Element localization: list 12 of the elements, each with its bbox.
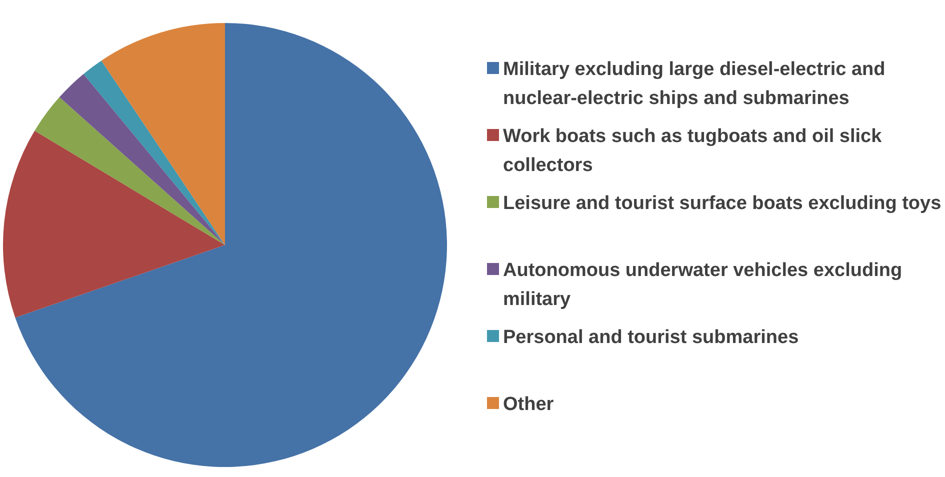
pie-slice bbox=[83, 60, 225, 245]
legend-label: Military excluding large diesel-electric and nuclear-electric ships and submarines bbox=[503, 59, 886, 109]
legend-label: Leisure and tourist surface boats excluding toys bbox=[503, 193, 942, 214]
pie-slice bbox=[59, 74, 225, 245]
pie-slice bbox=[34, 97, 225, 245]
pie-slice bbox=[101, 23, 225, 245]
legend-label: Work boats such as tugboats and oil slick collectors bbox=[503, 126, 882, 176]
pie-slice bbox=[15, 23, 447, 467]
legend-label: Other bbox=[503, 394, 554, 415]
legend-label: Personal and tourist submarines bbox=[503, 327, 799, 348]
pie-slice bbox=[3, 130, 225, 318]
legend-label: Autonomous underwater vehicles excluding military bbox=[503, 260, 902, 310]
